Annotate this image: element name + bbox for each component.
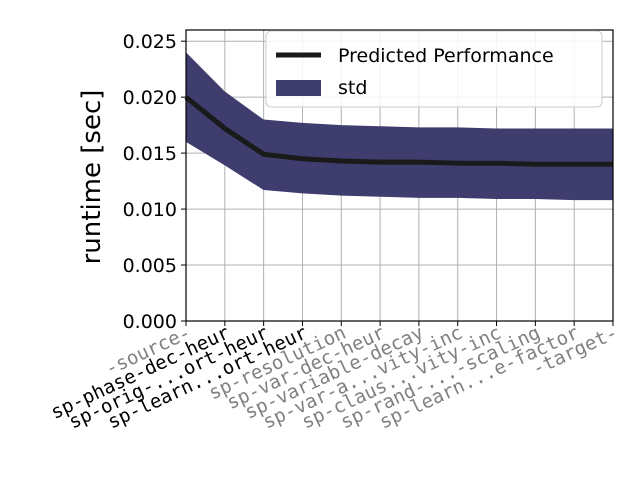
y-tick-label: 0.000	[123, 311, 177, 333]
y-tick-label: 0.005	[123, 255, 177, 277]
axes	[181, 29, 614, 326]
legend-label-predicted: Predicted Performance	[338, 45, 554, 67]
legend: Predicted Performance std	[265, 30, 603, 108]
predicted-performance-line	[184, 95, 613, 167]
plot-frame	[185, 29, 614, 322]
predicted-line	[184, 95, 613, 167]
y-axis-label: runtime [sec]	[77, 90, 107, 265]
y-tick-label: 0.020	[123, 87, 177, 109]
y-tick-label: 0.025	[123, 31, 177, 53]
y-tick-labels: 0.000 0.005 0.010 0.015 0.020 0.025	[123, 31, 177, 333]
y-tick-label: 0.010	[123, 199, 177, 221]
x-tick-labels: -source-sp-phase-dec-heursp-orig-...ort-…	[47, 322, 621, 434]
legend-band-swatch	[276, 80, 321, 96]
y-tick-label: 0.015	[123, 143, 177, 165]
legend-frame	[265, 30, 603, 108]
legend-label-std: std	[338, 77, 367, 99]
